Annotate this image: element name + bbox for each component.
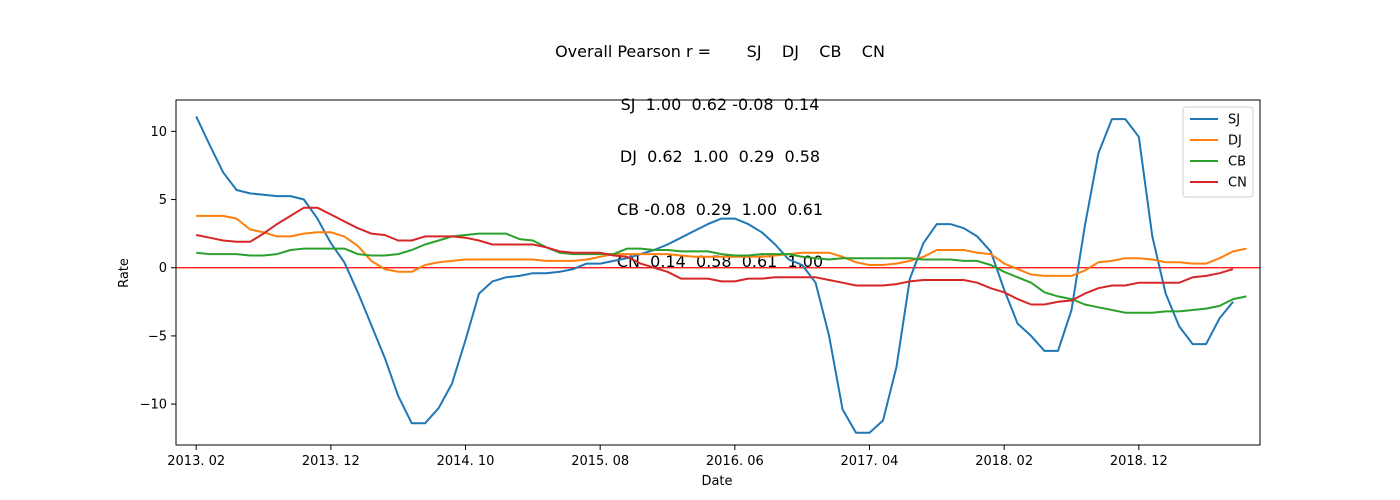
- y-tick-label: 0: [159, 261, 167, 276]
- y-tick-label: 10: [150, 125, 167, 140]
- x-tick-label: 2018. 12: [1110, 454, 1168, 469]
- series-line-cn: [196, 206, 1234, 306]
- legend-label-cn: CN: [1228, 176, 1247, 191]
- x-tick-label: 2016. 06: [706, 454, 764, 469]
- title-line: CB -0.08 0.29 1.00 0.61: [616, 199, 824, 219]
- x-tick-label: 2018. 02: [975, 454, 1033, 469]
- series-layer: [195, 115, 1247, 434]
- legend-box: [1182, 106, 1254, 198]
- y-axis-label: Rate: [117, 258, 132, 288]
- series-line-cb: [196, 232, 1247, 314]
- x-tick-label: 2017. 04: [841, 454, 899, 469]
- legend-label-dj: DJ: [1228, 134, 1242, 149]
- x-tick-label: 2013. 12: [302, 454, 360, 469]
- legend-label-sj: SJ: [1228, 113, 1240, 128]
- legend-label-cb: CB: [1228, 155, 1246, 170]
- x-axis-label: Date: [701, 474, 732, 489]
- x-tick-label: 2015. 08: [571, 454, 629, 469]
- x-tick-label: 2014. 10: [437, 454, 495, 469]
- series-line-sj: [195, 115, 1234, 434]
- title-line: DJ 0.62 1.00 0.29 0.58: [619, 147, 821, 166]
- y-axis: −10 −5 0 5 10: [140, 125, 176, 413]
- title-line: Overall Pearson r = SJ DJ CB CN: [555, 42, 885, 61]
- y-tick-label: −5: [148, 329, 167, 344]
- plot-frame: [175, 99, 1261, 446]
- legend: SJ DJ CB CN: [1182, 106, 1254, 198]
- y-tick-label: 5: [159, 193, 167, 208]
- x-tick-label: 2013. 02: [167, 454, 225, 469]
- x-axis: 2013. 02 2013. 12 2014. 10 2015. 08 2016. 06…: [167, 445, 1168, 469]
- series-line-dj: [196, 214, 1247, 277]
- y-tick-label: −10: [140, 398, 167, 413]
